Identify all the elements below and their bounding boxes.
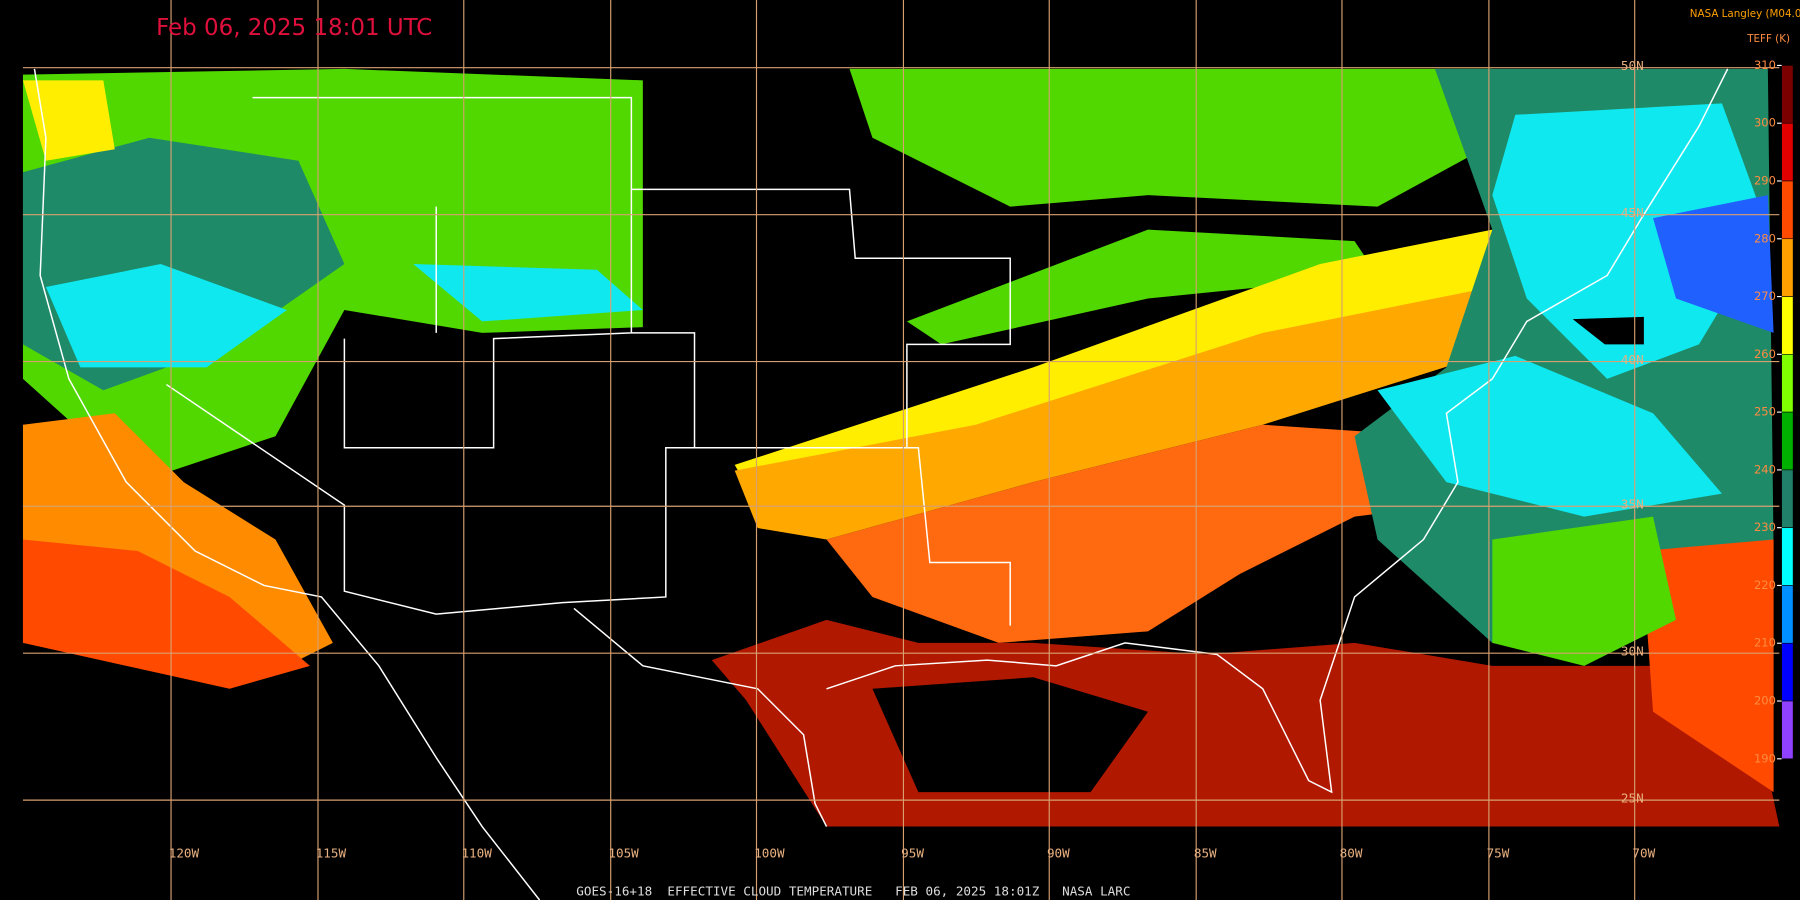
longitude-label: 120W <box>169 846 200 861</box>
no-data <box>1572 316 1644 345</box>
colorbar-tick-label: 310 <box>1754 58 1776 72</box>
latitude-label: 25N <box>1621 790 1644 805</box>
cloud-field <box>22 68 1780 827</box>
colorbar-segment <box>1781 700 1794 760</box>
cloud-cyan-west <box>45 264 287 368</box>
colorbar-tick-label: 220 <box>1754 578 1776 592</box>
colorbar-segment <box>1781 238 1794 297</box>
cloud-cyan-east2 <box>1377 355 1722 517</box>
colorbar-tick-label: 190 <box>1754 751 1776 765</box>
longitude-label: 105W <box>608 846 639 861</box>
cloud-cyan-west2 <box>413 264 643 322</box>
colorbar-tick-label: 260 <box>1754 347 1776 361</box>
cloud-green-se <box>1492 516 1677 666</box>
longitude-label: 75W <box>1487 846 1510 861</box>
colorbar-segment <box>1781 585 1794 644</box>
colorbar-tick-label: 210 <box>1754 636 1776 650</box>
longitude-label: 85W <box>1194 846 1217 861</box>
graticule <box>22 0 1780 900</box>
colorbar-segment <box>1781 642 1794 702</box>
west-coast <box>33 68 541 900</box>
units-label: TEFF (K) <box>1746 33 1790 45</box>
footer: GOES-16+18 EFFECTIVE CLOUD TEMPERATURE F… <box>576 883 1130 898</box>
cloud-orange-south <box>826 424 1447 643</box>
colorbar-segment <box>1781 65 1794 124</box>
longitude-label: 95W <box>901 846 924 861</box>
cloud-red-east <box>1641 539 1774 793</box>
borders-south <box>166 383 1011 626</box>
cloud-green-band <box>906 229 1378 345</box>
coastlines <box>33 68 1729 900</box>
colorbar-tick-label: 240 <box>1754 462 1776 476</box>
clear-gulf <box>872 677 1148 793</box>
longitude-label: 90W <box>1047 846 1070 861</box>
colorbar-segment <box>1781 296 1794 355</box>
cloud-cyan-east <box>1492 103 1768 379</box>
colorbar-tick-label: 270 <box>1754 289 1776 303</box>
cloud-blue-east <box>1653 195 1774 333</box>
latitude-label: 40N <box>1621 352 1644 367</box>
latitude-label: 50N <box>1621 58 1644 73</box>
latitude-label: 35N <box>1621 497 1644 512</box>
longitude-label: 100W <box>754 846 785 861</box>
colorbar-segment <box>1781 122 1794 182</box>
colorbar-segment <box>1781 527 1794 586</box>
colorbar-segment <box>1781 411 1794 471</box>
gulf-east-coast <box>826 68 1729 794</box>
longitude-label: 115W <box>316 846 347 861</box>
colorbar-tick-label: 280 <box>1754 231 1776 245</box>
cloud-green-north <box>849 68 1504 207</box>
colorbar-segment <box>1781 469 1794 528</box>
cloud-orange-band <box>734 286 1493 540</box>
longitude-label: 80W <box>1340 846 1363 861</box>
credit: NASA Langley (M04.0) <box>1690 8 1800 20</box>
colorbar-tick-label: 200 <box>1754 694 1776 708</box>
latitude-label: 30N <box>1621 644 1644 659</box>
colorbar-segment <box>1781 354 1794 413</box>
latitude-label: 45N <box>1621 205 1644 220</box>
longitude-label: 110W <box>461 846 492 861</box>
colorbar-tick-label: 250 <box>1754 405 1776 419</box>
colorbar-tick-label: 230 <box>1754 520 1776 534</box>
cloud-red-sw <box>22 539 310 689</box>
texas-coast <box>573 607 828 827</box>
map-title: Feb 06, 2025 18:01 UTC <box>156 15 432 41</box>
colorbar-segment <box>1781 180 1794 240</box>
longitude-label: 70W <box>1632 846 1655 861</box>
state-borders <box>252 96 1011 449</box>
colorbar-tick-label: 300 <box>1754 116 1776 130</box>
colorbar-tick-label: 290 <box>1754 173 1776 187</box>
